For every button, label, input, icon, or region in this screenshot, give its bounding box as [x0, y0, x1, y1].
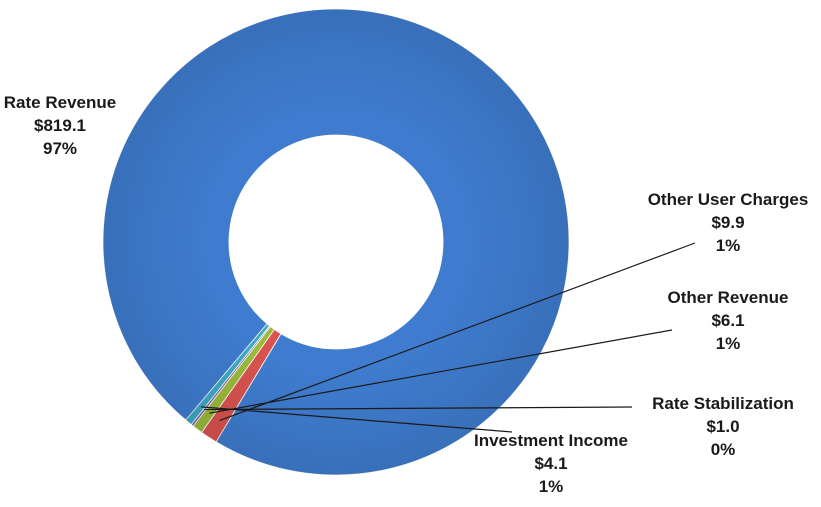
data-label-percent-rate-revenue: 97% — [43, 139, 77, 158]
data-label-other-revenue: Other Revenue $6.1 1% — [668, 288, 789, 353]
data-label-percent-other-user-charges: 1% — [716, 236, 741, 255]
donut-slices — [102, 8, 570, 476]
data-label-rate-revenue: Rate Revenue $819.1 97% — [4, 93, 116, 158]
data-label-rate-stabilization: Rate Stabilization $1.0 0% — [652, 394, 794, 459]
data-label-name-rate-revenue: Rate Revenue — [4, 93, 116, 112]
leader-line-investment-income — [201, 406, 513, 433]
leader-line-other-user-charges — [219, 242, 696, 422]
leader-lines — [201, 242, 696, 433]
data-label-other-user-charges: Other User Charges $9.9 1% — [648, 190, 809, 255]
data-labels: Rate Revenue $819.1 97% Other User Charges $… — [4, 93, 809, 496]
data-label-investment-income: Investment Income $4.1 1% — [474, 431, 628, 496]
data-label-name-other-revenue: Other Revenue — [668, 288, 789, 307]
data-label-value-investment-income: $4.1 — [534, 454, 567, 473]
data-label-name-other-user-charges: Other User Charges — [648, 190, 809, 209]
data-label-value-rate-stabilization: $1.0 — [706, 417, 739, 436]
data-label-name-rate-stabilization: Rate Stabilization — [652, 394, 794, 413]
data-label-value-other-user-charges: $9.9 — [711, 213, 744, 232]
data-label-percent-other-revenue: 1% — [716, 334, 741, 353]
data-label-value-other-revenue: $6.1 — [711, 311, 744, 330]
leader-line-other-revenue — [209, 329, 673, 414]
slice-rate-revenue — [102, 8, 570, 476]
data-label-percent-investment-income: 1% — [539, 477, 564, 496]
data-label-value-rate-revenue: $819.1 — [34, 116, 86, 135]
data-label-percent-rate-stabilization: 0% — [711, 440, 736, 459]
leader-line-rate-stabilization — [204, 406, 633, 411]
data-label-name-investment-income: Investment Income — [474, 431, 628, 450]
